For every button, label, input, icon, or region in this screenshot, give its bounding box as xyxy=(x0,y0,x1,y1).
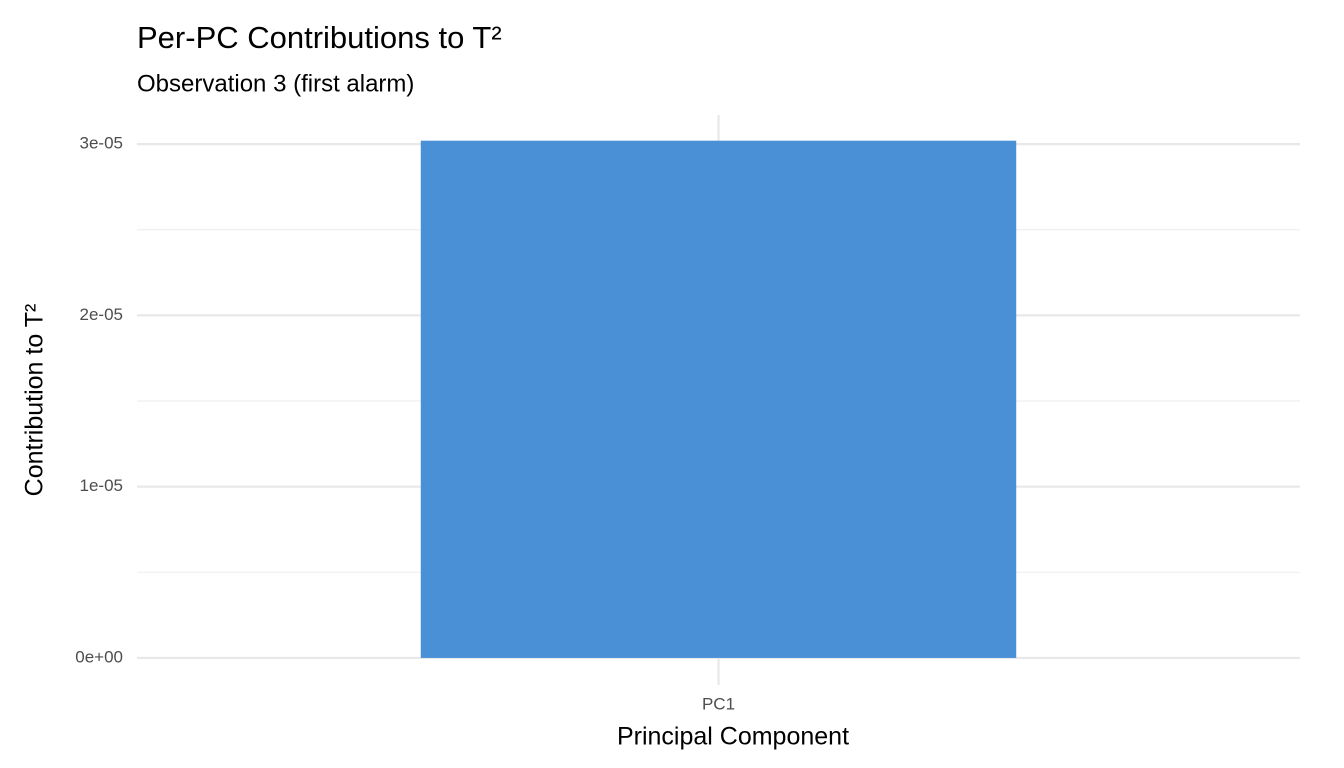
y-tick-label: 3e-05 xyxy=(80,134,123,153)
y-tick-label: 1e-05 xyxy=(80,476,123,495)
y-tick-label: 2e-05 xyxy=(80,305,123,324)
y-tick-label: 0e+00 xyxy=(75,647,123,666)
y-axis-title: Contribution to T² xyxy=(21,304,49,497)
x-tick-label: PC1 xyxy=(702,694,735,713)
bar xyxy=(420,140,1017,658)
chart-title: Per-PC Contributions to T² xyxy=(137,20,502,55)
chart-subtitle: Observation 3 (first alarm) xyxy=(137,70,414,97)
x-axis-title: Principal Component xyxy=(617,723,849,751)
